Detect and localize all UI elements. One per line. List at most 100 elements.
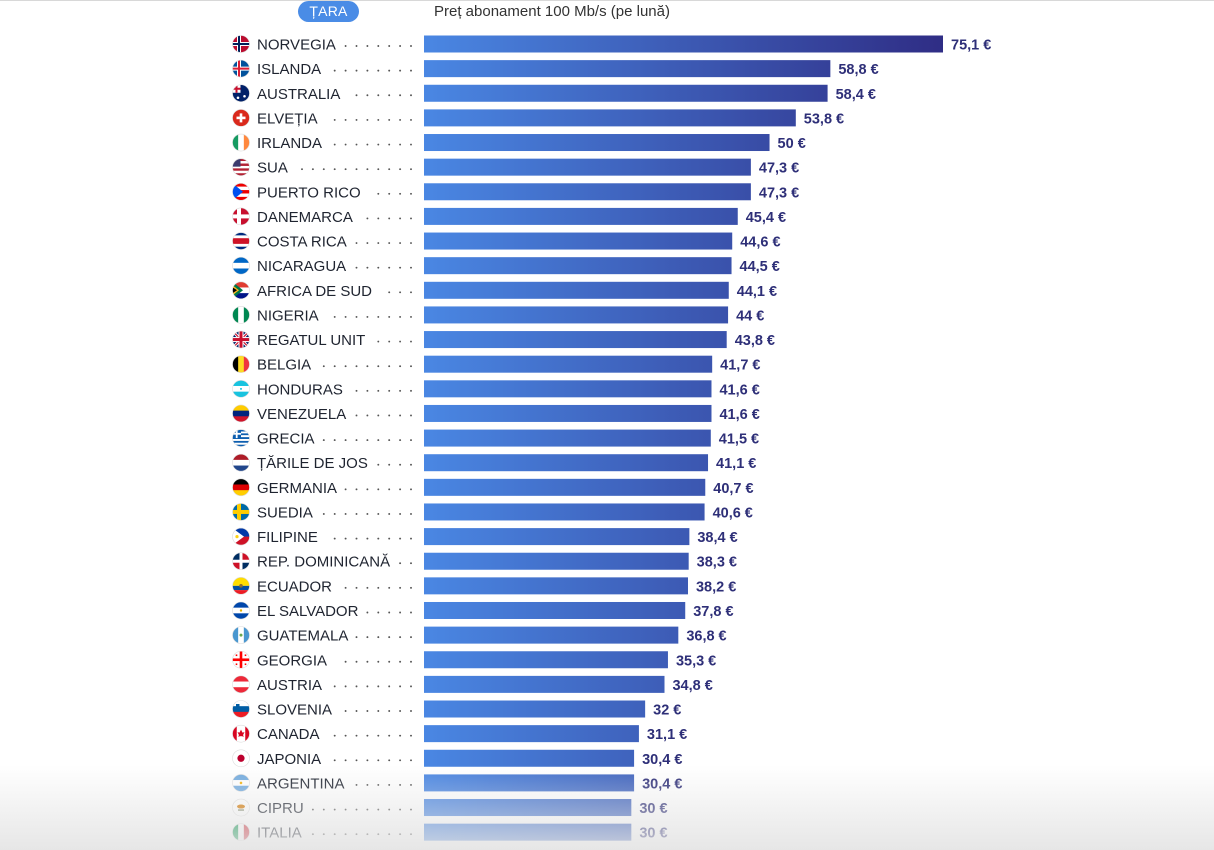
country-column-header: ȚARA bbox=[298, 1, 359, 22]
country-label: GERMANIA bbox=[257, 480, 337, 497]
value-label: 40,6 € bbox=[713, 505, 753, 521]
leader-dots bbox=[311, 808, 412, 811]
bar-row: ISLANDA 58,8 € bbox=[232, 59, 879, 78]
leader-dots bbox=[322, 513, 412, 515]
bar-row: AFRICA DE SUD 44,1 € bbox=[232, 281, 777, 300]
value-label: 34,8 € bbox=[672, 678, 712, 694]
leader-dots bbox=[355, 389, 412, 392]
puerto-rico-flag-icon bbox=[232, 182, 250, 201]
country-label: CIPRU bbox=[257, 800, 304, 817]
bar-row: BELGIA 41,7 € bbox=[232, 355, 761, 374]
value-label: 44,6 € bbox=[740, 235, 780, 251]
netherlands-flag-icon bbox=[232, 453, 250, 472]
bar bbox=[424, 306, 729, 324]
bar-row: ITALIA 30 € bbox=[232, 823, 668, 842]
belgium-flag-icon bbox=[232, 355, 250, 373]
value-label: 44 € bbox=[736, 308, 764, 324]
value-label: 50 € bbox=[778, 136, 806, 152]
value-label: 41,6 € bbox=[719, 382, 759, 398]
value-label: 43,8 € bbox=[735, 333, 775, 349]
country-label: NORVEGIA bbox=[257, 37, 336, 54]
bar bbox=[424, 528, 690, 546]
leader-dots bbox=[344, 45, 412, 47]
value-label: 44,1 € bbox=[737, 284, 777, 300]
value-label: 30,4 € bbox=[642, 776, 682, 792]
value-label: 38,4 € bbox=[697, 530, 737, 546]
country-label: GRECIA bbox=[257, 431, 315, 448]
bar bbox=[424, 35, 943, 53]
usa-flag-icon bbox=[232, 158, 250, 176]
bar bbox=[424, 700, 646, 718]
leader-dots bbox=[333, 685, 412, 688]
value-label: 45,4 € bbox=[746, 210, 786, 226]
country-label: PUERTO RICO bbox=[257, 184, 361, 201]
bar bbox=[424, 799, 632, 817]
bar-row: IRLANDA 50 € bbox=[232, 133, 806, 152]
leader-dots bbox=[355, 242, 412, 244]
country-label: AUSTRIA bbox=[257, 677, 322, 694]
canada-flag-icon bbox=[232, 724, 250, 743]
bar bbox=[424, 823, 632, 841]
norway-flag-icon bbox=[232, 35, 250, 53]
argentina-flag-icon bbox=[232, 774, 250, 792]
country-label: NICARAGUA bbox=[257, 258, 346, 275]
value-label: 47,3 € bbox=[759, 185, 799, 201]
value-label: 58,8 € bbox=[838, 62, 878, 78]
leader-dots bbox=[333, 734, 412, 737]
greece-flag-icon bbox=[232, 429, 250, 447]
country-label: ITALIA bbox=[257, 825, 302, 842]
bar bbox=[424, 331, 727, 349]
georgia-flag-icon bbox=[232, 650, 250, 669]
leader-dots bbox=[333, 537, 412, 540]
value-label: 58,4 € bbox=[836, 87, 876, 103]
nigeria-flag-icon bbox=[232, 306, 250, 324]
bar-row: GRECIA 41,5 € bbox=[232, 429, 759, 448]
bar bbox=[424, 749, 635, 767]
sweden-flag-icon bbox=[232, 503, 250, 521]
value-label: 44,5 € bbox=[740, 259, 780, 275]
bar bbox=[424, 257, 732, 275]
bar-row: GUATEMALA 36,8 € bbox=[232, 626, 727, 645]
bar bbox=[424, 454, 709, 472]
value-label: 32 € bbox=[653, 703, 681, 719]
bar-row: HONDURAS 41,6 € bbox=[232, 380, 760, 398]
value-label: 38,3 € bbox=[697, 555, 737, 571]
value-label: 30,4 € bbox=[642, 752, 682, 768]
country-label: ISLANDA bbox=[257, 61, 321, 78]
leader-dots bbox=[377, 192, 412, 195]
bar-row: JAPONIA 30,4 € bbox=[232, 749, 682, 768]
top-divider bbox=[0, 0, 1214, 1]
leader-dots bbox=[355, 636, 412, 639]
bar bbox=[424, 281, 729, 299]
value-label: 41,7 € bbox=[720, 358, 760, 374]
bar bbox=[424, 478, 706, 496]
value-label: 35,3 € bbox=[676, 653, 716, 669]
dominican-republic-flag-icon bbox=[232, 552, 250, 571]
bar bbox=[424, 429, 711, 447]
bar-row: EL SALVADOR 37,8 € bbox=[232, 601, 734, 620]
leader-dots bbox=[366, 217, 412, 220]
country-label: AFRICA DE SUD bbox=[257, 283, 372, 300]
bar bbox=[424, 552, 689, 570]
bar bbox=[424, 109, 796, 127]
bar bbox=[424, 84, 828, 102]
value-label: 47,3 € bbox=[759, 161, 799, 177]
bar-row: SUA 47,3 € bbox=[232, 158, 799, 177]
country-label: JAPONIA bbox=[257, 751, 321, 768]
value-label: 31,1 € bbox=[647, 727, 687, 743]
bar-row: REP. DOMINICANĂ 38,3 € bbox=[232, 552, 737, 571]
bar-row: REGATUL UNIT 43,8 € bbox=[232, 330, 775, 349]
bar-row: NORVEGIA 75,1 € bbox=[232, 35, 991, 54]
bar bbox=[424, 158, 751, 176]
leader-dots bbox=[355, 783, 412, 786]
nicaragua-flag-icon bbox=[232, 256, 250, 275]
leader-dots bbox=[399, 562, 412, 565]
bar-row: CIPRU 30 € bbox=[232, 798, 668, 817]
bar bbox=[424, 626, 679, 644]
australia-flag-icon bbox=[232, 84, 250, 103]
bar-row: SUEDIA 40,6 € bbox=[232, 503, 753, 521]
leader-dots bbox=[344, 586, 412, 589]
bar-row: ELVEȚIA 53,8 € bbox=[232, 109, 844, 127]
value-label: 41,6 € bbox=[719, 407, 759, 423]
bar bbox=[424, 774, 635, 792]
